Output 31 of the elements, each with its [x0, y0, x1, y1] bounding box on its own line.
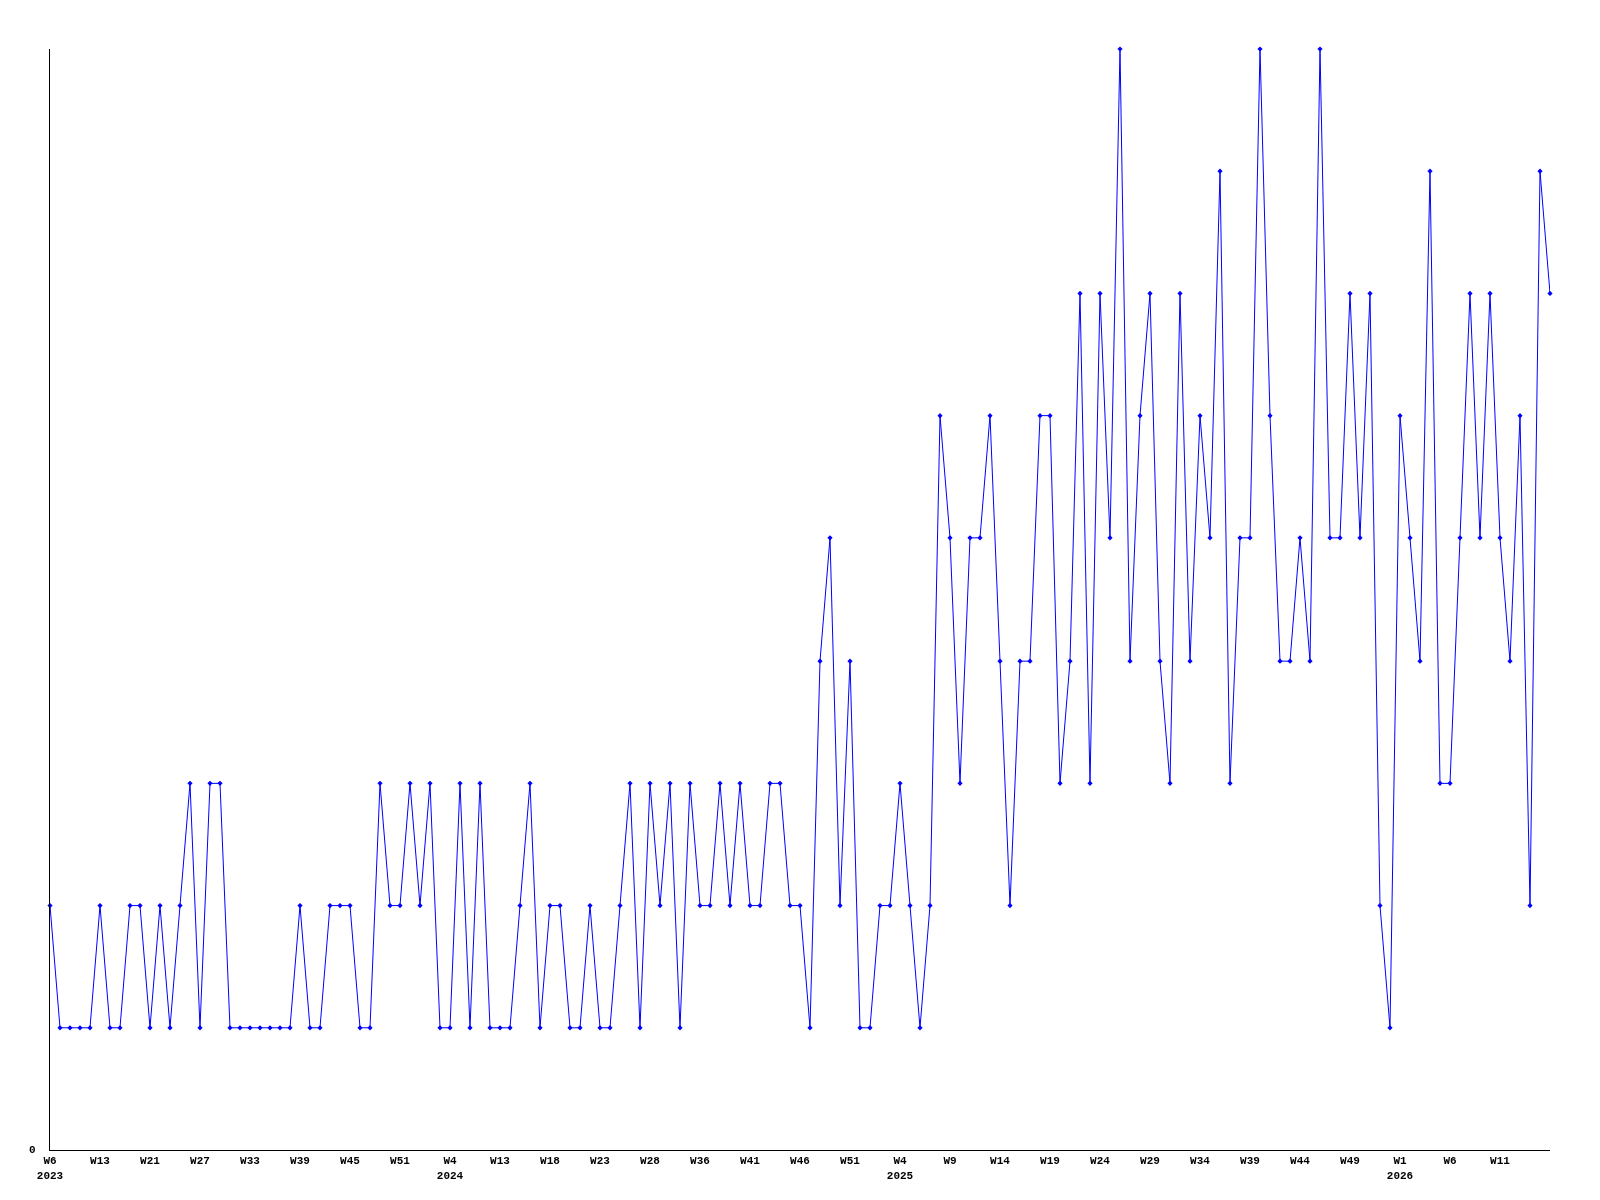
- x-tick-label: W19: [1040, 1155, 1060, 1168]
- x-tick-label: W49: [1340, 1155, 1360, 1168]
- x-tick-label: W21: [140, 1155, 161, 1168]
- x-tick-label: W18: [540, 1155, 561, 1168]
- x-tick-label: W39: [1240, 1155, 1260, 1168]
- x-tick-label: W9: [943, 1155, 957, 1168]
- text: 0: [29, 1144, 36, 1156]
- x-tick-label: W6: [1443, 1155, 1457, 1168]
- x-tick-label: W28: [640, 1155, 661, 1168]
- x-tick-label: W13: [90, 1155, 111, 1168]
- x-tick-label: W6 2023: [36, 1155, 64, 1182]
- x-tick-label: W27: [190, 1155, 210, 1168]
- x-tick-label: W24: [1090, 1155, 1111, 1168]
- x-tick-label: W13: [490, 1155, 511, 1168]
- x-tick-label: W45: [340, 1155, 361, 1168]
- x-tick-label: W36: [690, 1155, 710, 1168]
- x-tick-label: W34: [1190, 1155, 1211, 1168]
- x-tick-label: W4 2025: [886, 1155, 914, 1182]
- x-tick-label: W33: [240, 1155, 261, 1168]
- x-tick-label: W11: [1490, 1155, 1511, 1168]
- x-tick-label: W41: [740, 1155, 761, 1168]
- x-tick-label: W23: [590, 1155, 611, 1168]
- x-tick-label: W1 2026: [1386, 1155, 1414, 1182]
- x-tick-label: W14: [990, 1155, 1011, 1168]
- x-tick-label: W4 2024: [436, 1155, 464, 1182]
- x-tick-label: W29: [1140, 1155, 1160, 1168]
- x-tick-label: W46: [790, 1155, 810, 1168]
- x-tick-label: W39: [290, 1155, 310, 1168]
- x-tick-label: W51: [840, 1155, 861, 1168]
- x-tick-label: W44: [1290, 1155, 1311, 1168]
- x-tick-label: W51: [390, 1155, 411, 1168]
